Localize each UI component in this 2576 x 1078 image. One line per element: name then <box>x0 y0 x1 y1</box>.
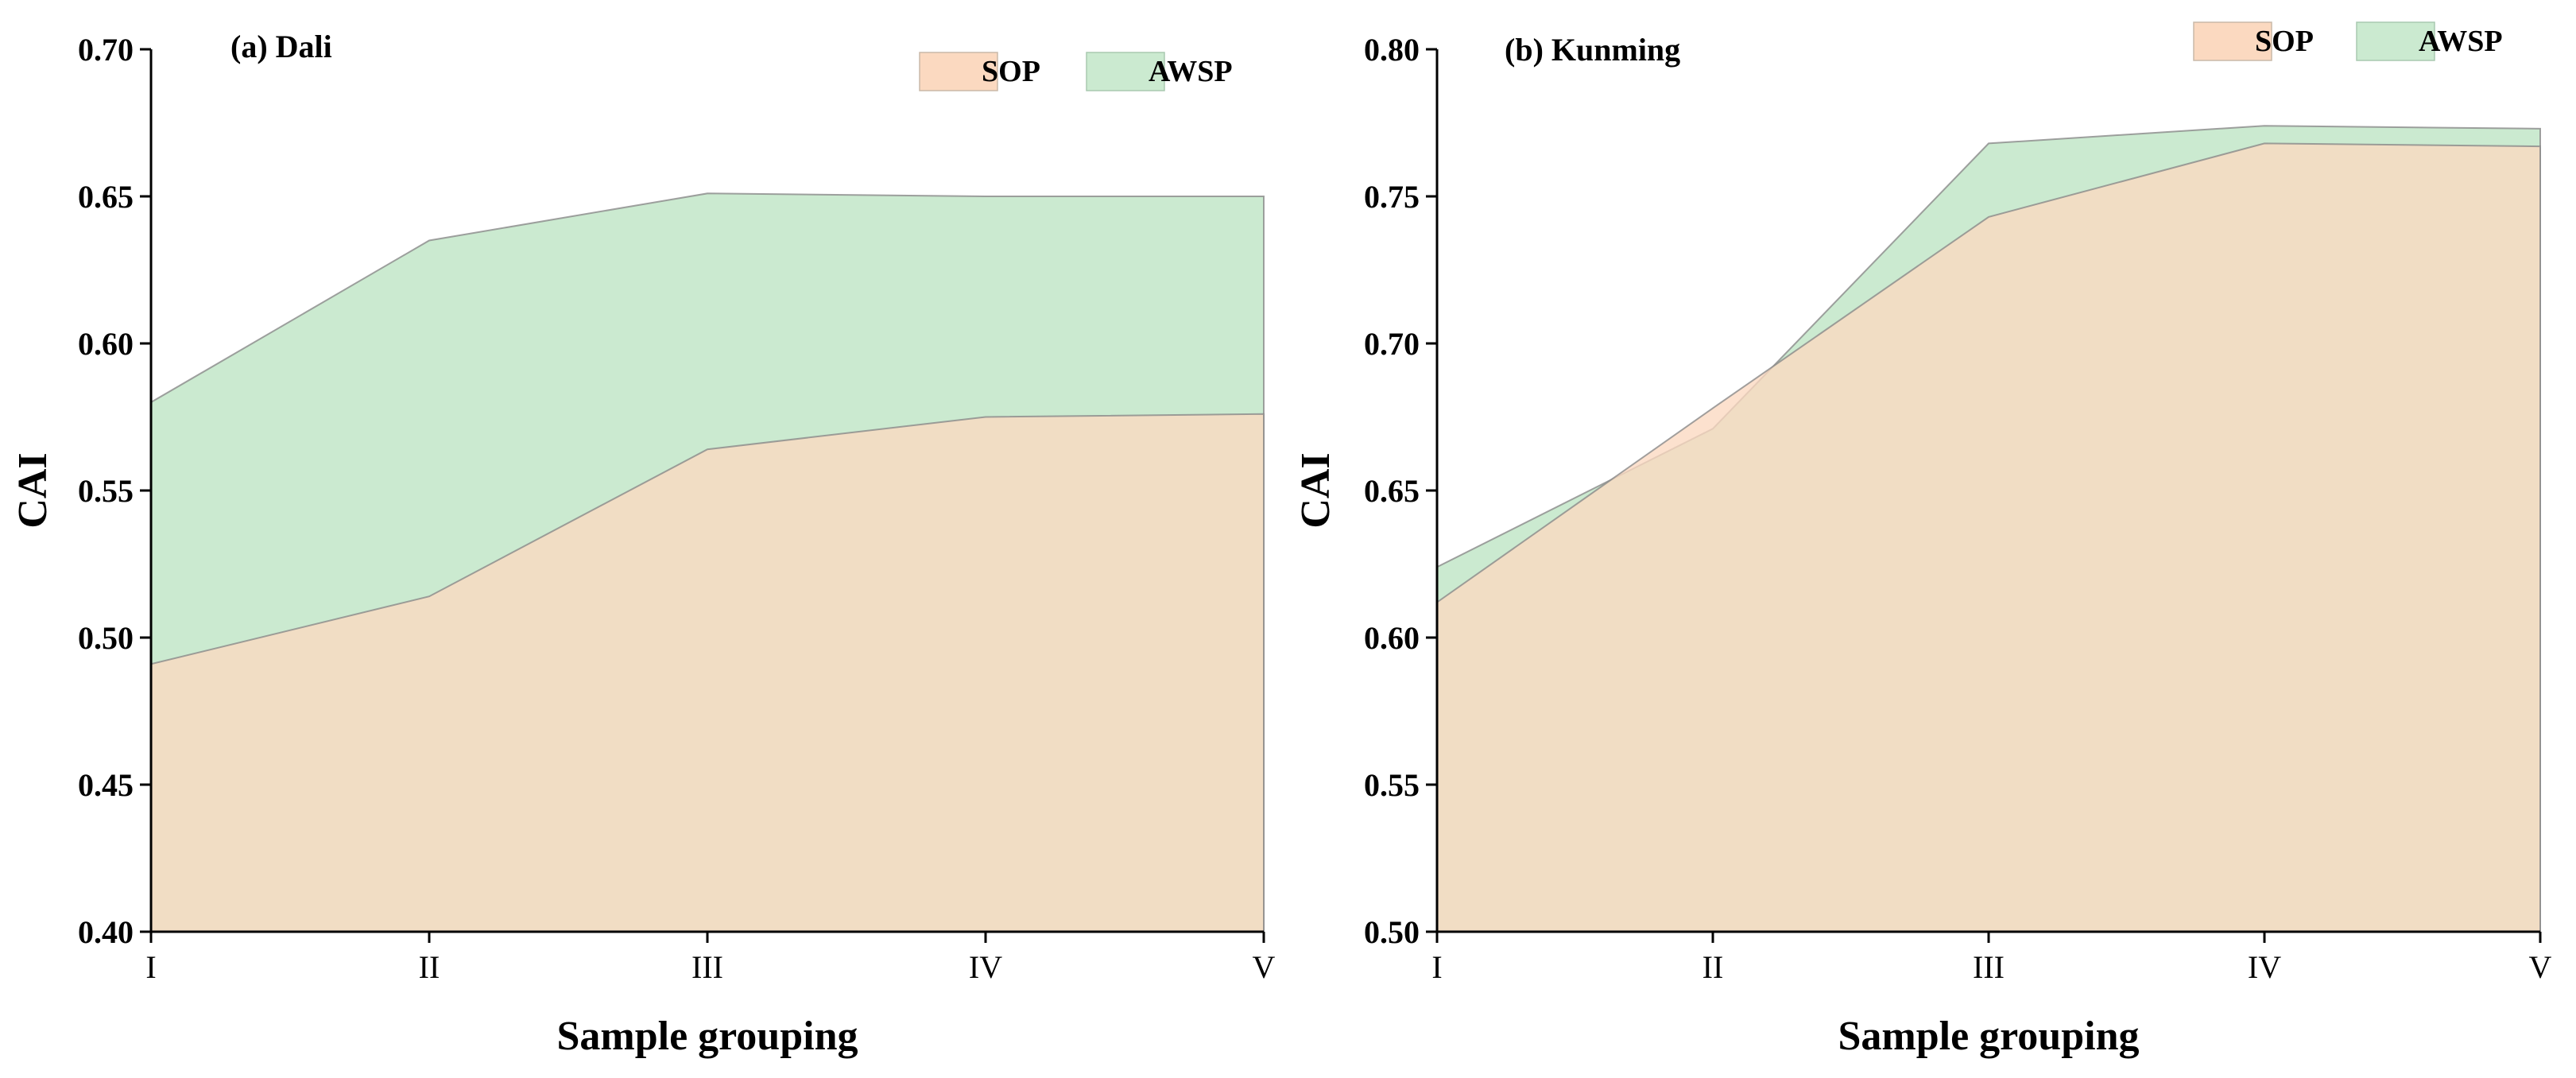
legend-label-sop: SOP <box>2255 25 2314 58</box>
legend-label-sop: SOP <box>982 55 1040 88</box>
y-tick-label: 0.70 <box>78 32 134 68</box>
chart-panel-dali: 0.400.450.500.550.600.650.70I II III IV VSam… <box>10 29 1276 1059</box>
x-tick-label: IV <box>2248 949 2281 985</box>
y-tick-label: 0.40 <box>78 914 134 950</box>
y-tick-label: 0.65 <box>78 179 134 215</box>
y-tick-label: 0.55 <box>78 473 134 509</box>
legend-swatch-awsp <box>2356 21 2435 61</box>
x-tick-label: III <box>1973 949 2005 985</box>
legend-swatch-sop <box>2193 21 2272 61</box>
y-tick-label: 0.55 <box>1364 767 1420 803</box>
x-tick-label: IV <box>969 949 1002 985</box>
x-tick-label: I <box>1431 949 1442 985</box>
chart-panel-kunming: 0.500.550.600.650.700.750.80I II III IV VSam… <box>1293 21 2552 1059</box>
x-tick-label: II <box>419 949 440 985</box>
legend-swatch-sop <box>919 52 998 91</box>
y-tick-label: 0.80 <box>1364 32 1420 68</box>
x-tick-label: II <box>1702 949 1724 985</box>
legend-label-awsp: AWSP <box>1149 55 1233 88</box>
legend-swatch-awsp <box>1086 52 1165 91</box>
y-axis-title: CAI <box>10 452 56 528</box>
y-tick-label: 0.45 <box>78 767 134 803</box>
y-tick-label: 0.50 <box>1364 914 1420 950</box>
x-tick-label: III <box>691 949 723 985</box>
y-tick-label: 0.60 <box>78 326 134 362</box>
y-tick-label: 0.60 <box>1364 620 1420 656</box>
y-tick-label: 0.70 <box>1364 326 1420 362</box>
panel-title: (a) Dali <box>230 29 332 64</box>
panel-title: (b) Kunming <box>1505 32 1680 68</box>
x-tick-label: V <box>2529 949 2552 985</box>
area-series-sop <box>150 413 1265 933</box>
y-axis-title: CAI <box>1293 452 1338 528</box>
area-series-sop <box>1436 142 2541 933</box>
y-tick-label: 0.75 <box>1364 179 1420 215</box>
legend-label-awsp: AWSP <box>2419 25 2503 58</box>
x-axis-title: Sample grouping <box>1838 1014 2139 1059</box>
y-tick-label: 0.50 <box>78 620 134 656</box>
x-tick-label: V <box>1253 949 1276 985</box>
y-tick-label: 0.65 <box>1364 473 1420 509</box>
x-axis-title: Sample grouping <box>556 1014 858 1059</box>
x-tick-label: I <box>145 949 156 985</box>
